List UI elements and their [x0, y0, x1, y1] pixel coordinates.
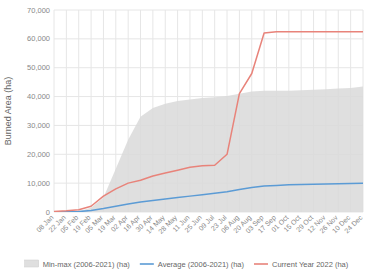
series-line: [54, 183, 363, 212]
plot-area: [54, 32, 363, 212]
y-tick-label: 50,000: [27, 63, 50, 72]
legend-swatch: [25, 260, 39, 267]
range-band: [54, 86, 363, 212]
grid-line-x: [91, 10, 92, 212]
grid-line-x: [54, 10, 55, 212]
legend-swatch: [254, 263, 268, 265]
y-tick-label: 60,000: [27, 34, 50, 43]
chart: 010,00020,00030,00040,00050,00060,00070,…: [0, 0, 373, 270]
grid-line-y: [54, 10, 363, 11]
y-tick-label: 40,000: [27, 92, 50, 101]
grid-line-x: [78, 10, 79, 212]
grid-line-y: [54, 67, 363, 68]
grid: [54, 10, 363, 212]
y-axis-label: Burned Area (ha): [3, 77, 13, 146]
y-tick-label: 20,000: [27, 150, 50, 159]
grid-line-y: [54, 38, 363, 39]
y-tick-label: 30,000: [27, 121, 50, 130]
legend-label: Min-max (2006-2021) (ha): [43, 260, 131, 269]
legend: Min-max (2006-2021) (ha) Average (2006-20…: [25, 260, 349, 269]
y-tick-label: 10,000: [27, 179, 50, 188]
legend-label: Average (2006-2021) (ha): [158, 260, 245, 269]
grid-line-x: [103, 10, 104, 212]
x-tick-label: 24 Dec: [343, 213, 364, 234]
legend-item: Average (2006-2021) (ha): [140, 260, 245, 269]
legend-item: Min-max (2006-2021) (ha): [25, 260, 131, 269]
series-line: [54, 32, 363, 212]
legend-item: Current Year 2022 (ha): [254, 260, 349, 269]
y-tick-label: 70,000: [27, 6, 50, 15]
legend-swatch: [140, 263, 154, 265]
grid-line-x: [66, 10, 67, 212]
legend-label: Current Year 2022 (ha): [272, 260, 349, 269]
axes: 010,00020,00030,00040,00050,00060,00070,…: [3, 6, 364, 236]
